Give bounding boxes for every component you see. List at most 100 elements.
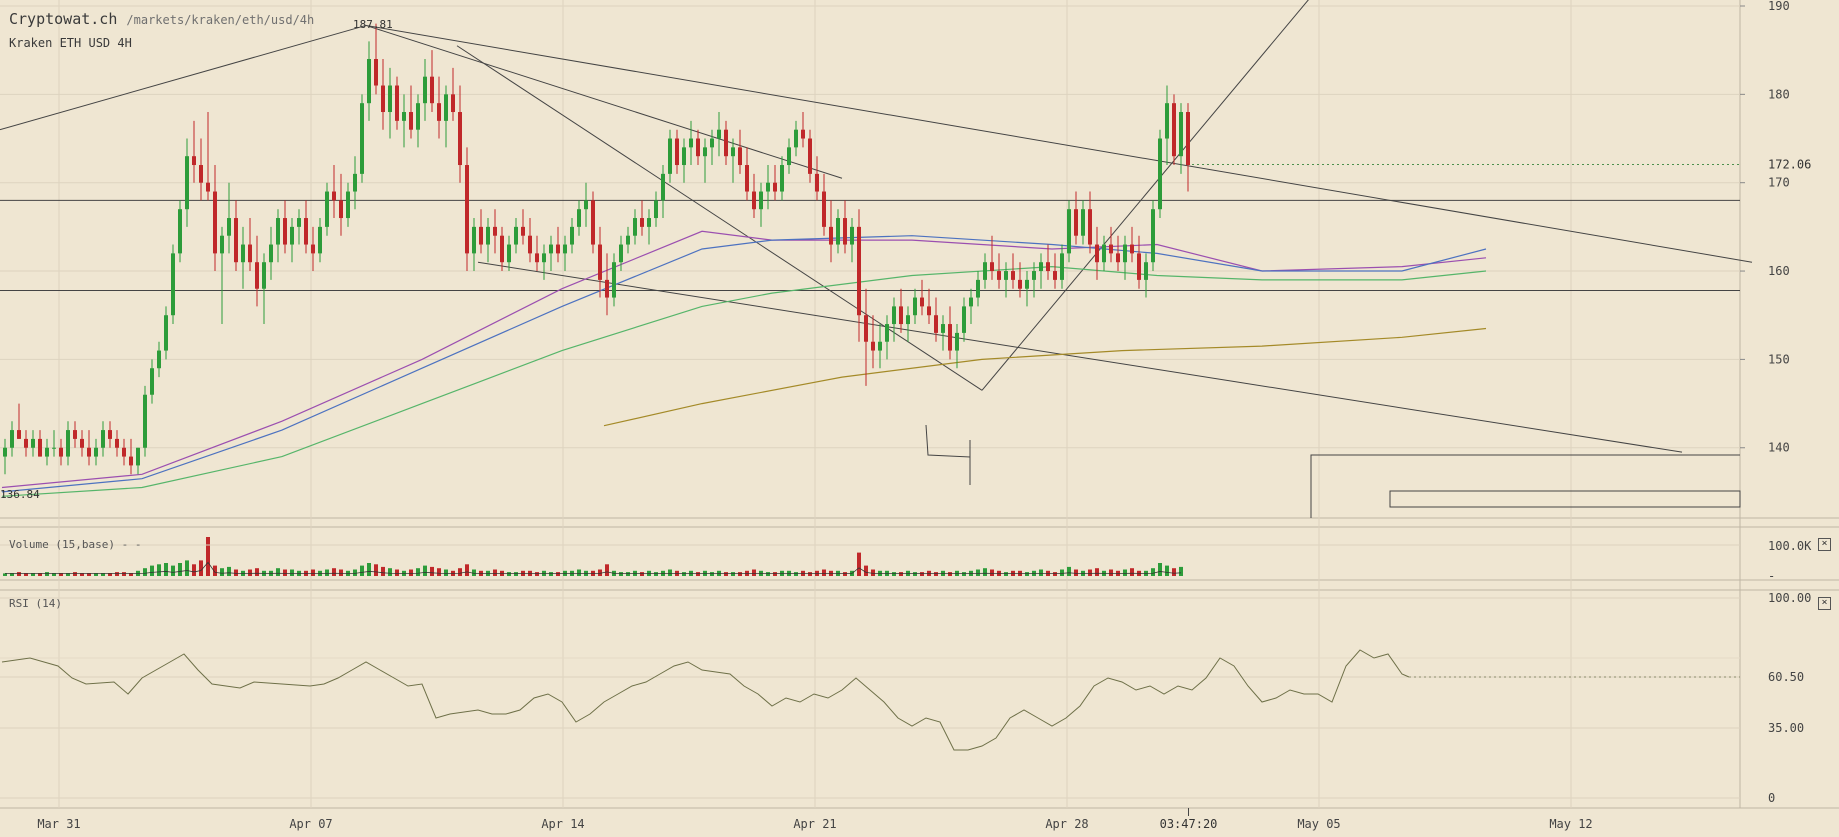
candle bbox=[780, 156, 784, 201]
candle-body bbox=[864, 315, 868, 342]
candle bbox=[1011, 253, 1015, 289]
candle-body bbox=[276, 218, 280, 245]
candle bbox=[668, 129, 672, 183]
market-path: /markets/kraken/eth/usd/4h bbox=[126, 13, 315, 27]
candle bbox=[969, 288, 973, 325]
volume-bar bbox=[1095, 568, 1099, 576]
candle bbox=[829, 200, 833, 263]
candle-body bbox=[381, 85, 385, 113]
volume-bar bbox=[332, 568, 336, 576]
candle-body bbox=[122, 447, 126, 457]
candle-body bbox=[1025, 279, 1029, 289]
candle bbox=[59, 438, 63, 466]
candle-body bbox=[1095, 244, 1099, 263]
volume-tick-label: - bbox=[1768, 569, 1775, 583]
candle-body bbox=[878, 341, 882, 351]
close-icon[interactable]: × bbox=[1818, 597, 1831, 610]
last-price-label: 172.06 bbox=[1768, 157, 1811, 171]
volume-bar bbox=[325, 569, 329, 576]
volume-bar bbox=[206, 537, 210, 576]
candle bbox=[290, 218, 294, 263]
candle-body bbox=[255, 262, 259, 289]
candle-body bbox=[493, 226, 497, 236]
high-price-label: 187.81 bbox=[353, 18, 393, 31]
candle bbox=[500, 226, 504, 272]
volume-bar bbox=[199, 560, 203, 576]
candle bbox=[430, 50, 434, 113]
candle-body bbox=[157, 350, 161, 369]
candle-body bbox=[724, 129, 728, 157]
candle bbox=[1067, 200, 1071, 263]
candle-body bbox=[1186, 112, 1190, 166]
volume-bar bbox=[178, 563, 182, 576]
cursor-time-label: 03:47:20 bbox=[1160, 817, 1218, 831]
candle-body bbox=[822, 191, 826, 227]
volume-bar bbox=[843, 572, 847, 576]
candle-body bbox=[423, 76, 427, 104]
candle bbox=[815, 156, 819, 201]
candle-body bbox=[374, 59, 378, 86]
candle-body bbox=[388, 85, 392, 113]
candle-body bbox=[241, 244, 245, 263]
volume-bar bbox=[73, 572, 77, 576]
candle-body bbox=[213, 191, 217, 254]
volume-bar bbox=[822, 569, 826, 576]
candle-body bbox=[136, 447, 140, 466]
volume-bar bbox=[899, 572, 903, 576]
volume-bar bbox=[1067, 566, 1071, 576]
chart-header: Cryptowat.ch /markets/kraken/eth/usd/4h bbox=[9, 10, 314, 28]
candle-body bbox=[850, 226, 854, 245]
candle bbox=[122, 438, 126, 466]
market-subtitle: Kraken ETH USD 4H bbox=[9, 36, 132, 50]
candle-body bbox=[437, 103, 441, 121]
candle bbox=[794, 120, 798, 157]
candle-body bbox=[780, 165, 784, 192]
candle bbox=[871, 315, 875, 369]
volume-bar bbox=[80, 573, 84, 576]
candle-body bbox=[843, 218, 847, 245]
candle bbox=[1130, 226, 1134, 263]
candle-body bbox=[584, 200, 588, 210]
volume-bar bbox=[192, 564, 196, 576]
candle bbox=[843, 200, 847, 254]
candle-body bbox=[591, 200, 595, 245]
candle bbox=[878, 324, 882, 369]
candle bbox=[437, 76, 441, 139]
site-title[interactable]: Cryptowat.ch bbox=[9, 10, 118, 28]
candle bbox=[332, 165, 336, 219]
candle bbox=[458, 85, 462, 183]
candle-body bbox=[766, 182, 770, 192]
candle bbox=[598, 226, 602, 298]
candle bbox=[731, 138, 735, 183]
candle-body bbox=[206, 182, 210, 192]
volume-bar bbox=[248, 569, 252, 576]
candle bbox=[584, 182, 588, 227]
volume-bar bbox=[374, 564, 378, 576]
volume-bar bbox=[52, 573, 56, 576]
candle bbox=[409, 85, 413, 139]
volume-bar bbox=[808, 572, 812, 576]
candle-body bbox=[1130, 244, 1134, 254]
volume-bar bbox=[710, 572, 714, 576]
candle bbox=[1074, 191, 1078, 245]
trendline bbox=[981, 0, 1309, 391]
candle bbox=[402, 94, 406, 148]
candle-body bbox=[1165, 103, 1169, 139]
volume-bar bbox=[766, 572, 770, 576]
candle bbox=[696, 129, 700, 166]
candle-body bbox=[465, 165, 469, 254]
candle-body bbox=[17, 430, 21, 439]
candle bbox=[563, 235, 567, 272]
volume-bar bbox=[507, 572, 511, 576]
volume-bar bbox=[213, 565, 217, 576]
close-icon[interactable]: × bbox=[1818, 538, 1831, 551]
candle-body bbox=[836, 218, 840, 245]
x-tick-label: Apr 28 bbox=[1045, 817, 1088, 831]
candle bbox=[850, 218, 854, 263]
candle bbox=[934, 297, 938, 342]
volume-bar bbox=[360, 565, 364, 576]
candle bbox=[360, 94, 364, 183]
volume-bar bbox=[465, 564, 469, 576]
